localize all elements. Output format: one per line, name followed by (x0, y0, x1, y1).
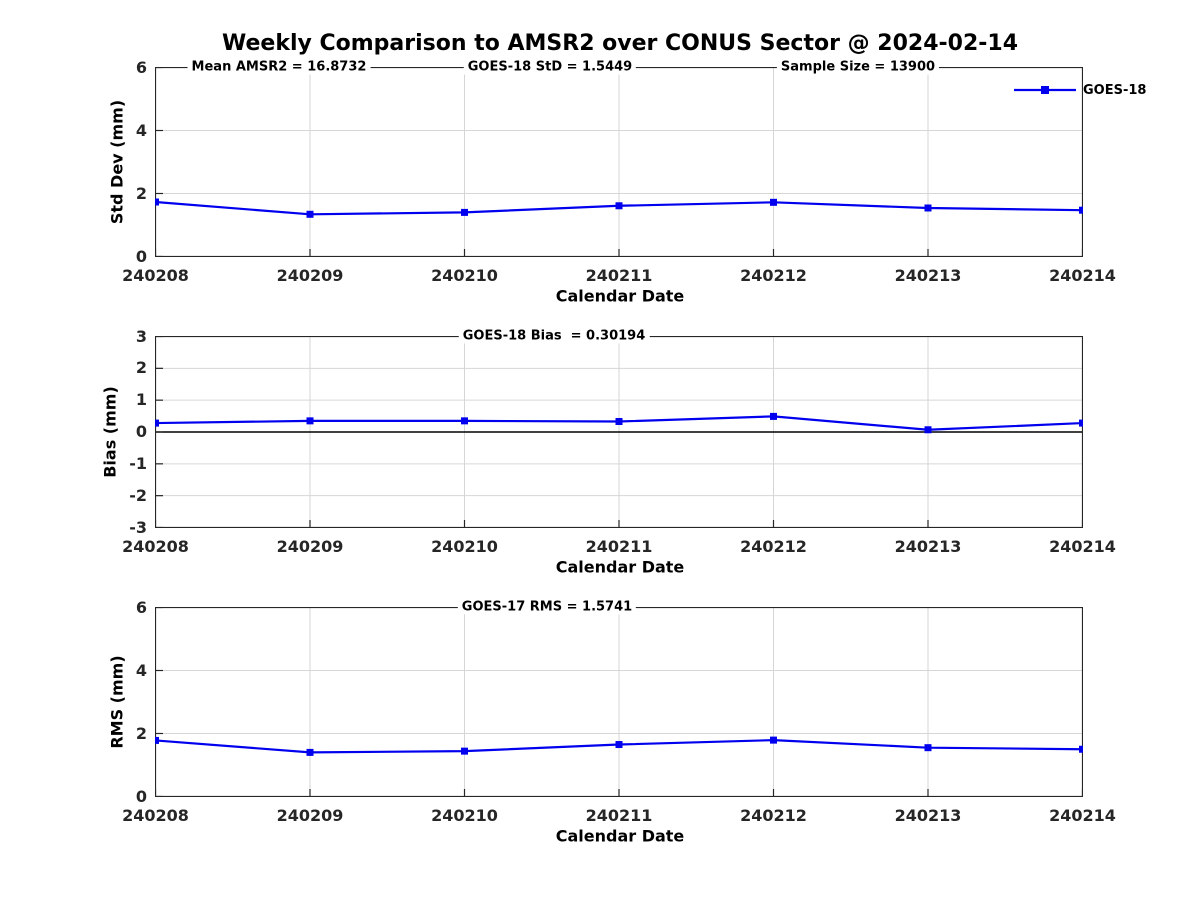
x-tick-label: 240210 (431, 806, 498, 825)
std-dev-plot-area (155, 67, 1083, 257)
y-tick-label: -1 (129, 453, 147, 473)
GOES-18-marker (461, 747, 468, 755)
GOES-18-marker (924, 204, 932, 212)
y-tick-label: 3 (135, 326, 147, 346)
GOES-18-marker (770, 736, 777, 744)
GOES-18-marker (306, 417, 314, 425)
legend-line-icon (1014, 86, 1076, 94)
GOES-18-marker (306, 210, 314, 218)
x-tick-label: 240213 (894, 537, 962, 556)
y-tick-label: 1 (135, 390, 147, 410)
rms-plot-area (155, 607, 1083, 797)
y-tick-label: 2 (135, 183, 147, 203)
y-tick-label: 4 (135, 660, 147, 680)
x-tick-label: 240208 (122, 806, 189, 825)
x-tick-label: 240209 (276, 537, 344, 556)
y-tick-label: 0 (135, 246, 147, 266)
bias-y-axis-label: Bias (mm) (100, 386, 120, 478)
goes18-std-annotation: GOES-18 StD = 1.5449 (463, 59, 637, 75)
x-tick-label: 240211 (585, 806, 653, 825)
GOES-18-marker (924, 426, 932, 434)
GOES-18-marker (1079, 745, 1083, 753)
goes17-rms-annotation: GOES-17 RMS = 1.5741 (457, 599, 637, 615)
sample-size-annotation: Sample Size = 13900 (776, 59, 940, 75)
GOES-18-marker (155, 736, 159, 744)
GOES-18-marker (461, 417, 468, 425)
std-dev-y-axis-label: Std Dev (mm) (107, 99, 127, 225)
x-tick-label: 240208 (122, 537, 189, 556)
GOES-18-marker (615, 741, 623, 749)
bias-plot-area (155, 336, 1083, 528)
GOES-18-marker (155, 198, 159, 206)
x-tick-label: 240209 (276, 266, 344, 285)
legend-label: GOES-18 (1083, 82, 1147, 98)
GOES-18-marker (306, 748, 314, 756)
y-tick-label: 0 (135, 786, 147, 806)
GOES-18-marker (1079, 206, 1083, 214)
figure-title: Weekly Comparison to AMSR2 over CONUS Se… (222, 31, 1018, 56)
y-tick-label: 6 (135, 57, 147, 77)
x-tick-label: 240214 (1049, 537, 1116, 556)
y-tick-label: -3 (129, 517, 147, 537)
x-tick-label: 240212 (740, 537, 807, 556)
rms-y-axis-label: RMS (mm) (107, 655, 127, 749)
x-tick-label: 240212 (740, 266, 807, 285)
y-tick-label: 6 (135, 597, 147, 617)
mean-amsr2-annotation: Mean AMSR2 = 16.8732 (187, 59, 371, 75)
GOES-18-marker (155, 419, 159, 427)
legend: GOES-18 (1013, 82, 1146, 98)
x-tick-label: 240213 (894, 806, 962, 825)
GOES-18-marker (770, 198, 777, 206)
y-tick-label: 2 (135, 723, 147, 743)
GOES-18-marker (770, 412, 777, 420)
GOES-18-marker (615, 202, 623, 210)
GOES-18-marker (1079, 419, 1083, 427)
GOES-18-marker (461, 208, 468, 216)
x-tick-label: 240213 (894, 266, 962, 285)
y-tick-label: -2 (129, 485, 147, 505)
y-tick-label: 0 (135, 422, 147, 441)
goes18-bias-annotation: GOES-18 Bias = 0.30194 (458, 328, 650, 344)
x-tick-label: 240209 (276, 806, 344, 825)
x-tick-label: 240211 (585, 537, 653, 556)
y-tick-label: 2 (135, 358, 147, 378)
x-tick-label: 240211 (585, 266, 653, 285)
bias-x-axis-label: Calendar Date (555, 557, 685, 577)
y-tick-label: 4 (135, 120, 147, 140)
x-tick-label: 240210 (431, 537, 498, 556)
std-dev-x-axis-label: Calendar Date (555, 286, 685, 306)
x-tick-label: 240214 (1049, 806, 1116, 825)
x-tick-label: 240214 (1049, 266, 1116, 285)
x-tick-label: 240212 (740, 806, 807, 825)
x-tick-label: 240208 (122, 266, 189, 285)
rms-x-axis-label: Calendar Date (555, 826, 685, 846)
x-tick-label: 240210 (431, 266, 498, 285)
GOES-18-marker (924, 744, 932, 752)
GOES-18-marker (615, 417, 623, 425)
